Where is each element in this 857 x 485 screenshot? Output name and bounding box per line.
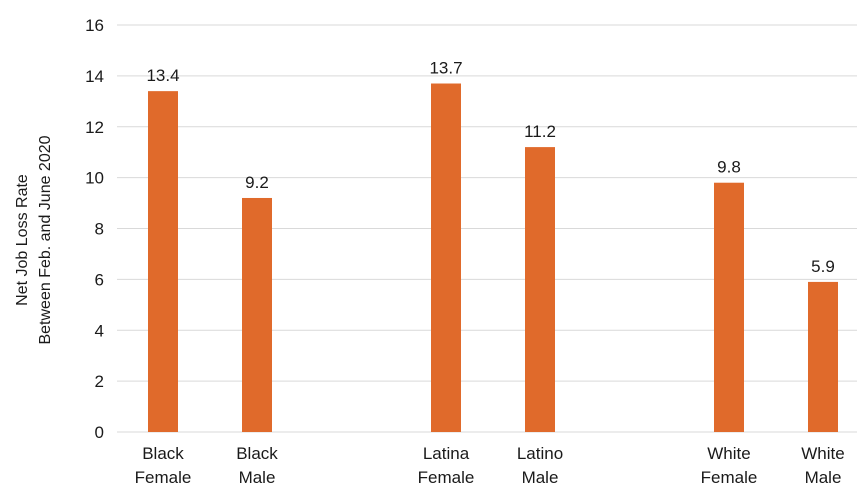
category-label: Latino [517,444,563,463]
category-label: White [801,444,844,463]
category-label: Male [805,468,842,485]
category-label: Female [135,468,192,485]
category-label: Male [522,468,559,485]
bar [242,197,272,432]
bar [714,182,744,432]
category-label: Female [418,468,475,485]
data-label: 11.2 [524,122,556,141]
data-label: 9.8 [717,158,741,177]
y-axis-ticks: 0 2 4 6 8 10 12 14 16 [85,16,104,442]
bars [148,83,838,432]
category-label: Female [701,468,758,485]
bar [431,83,461,432]
category-label: Black [236,444,278,463]
bar [148,91,178,432]
data-label: 9.2 [245,173,269,192]
category-label: White [707,444,750,463]
y-tick-label: 8 [95,220,104,239]
y-tick-label: 14 [85,67,104,86]
category-label: Male [239,468,276,485]
category-label: Black [142,444,184,463]
y-tick-label: 0 [95,423,104,442]
data-label: 13.7 [429,59,462,78]
y-tick-label: 16 [85,16,104,35]
y-tick-label: 12 [85,118,104,137]
gridlines [117,24,857,433]
y-tick-label: 10 [85,169,104,188]
data-label: 13.4 [146,66,179,85]
data-label: 5.9 [811,257,835,276]
bar [525,147,555,432]
y-tick-label: 4 [95,321,104,340]
y-axis-title-line-2: Between Feb. and June 2020 [37,135,54,344]
category-label: Latina [423,444,470,463]
y-axis-title-line-1: Net Job Loss Rate [14,174,31,306]
bar [808,281,838,432]
x-axis-categories: Black Female Black Male Latina Female Latino Ma… [135,444,845,485]
y-tick-label: 6 [95,270,104,289]
data-labels: 13.4 9.2 13.7 11.2 9.8 5.9 [146,59,834,276]
y-tick-label: 2 [95,372,104,391]
